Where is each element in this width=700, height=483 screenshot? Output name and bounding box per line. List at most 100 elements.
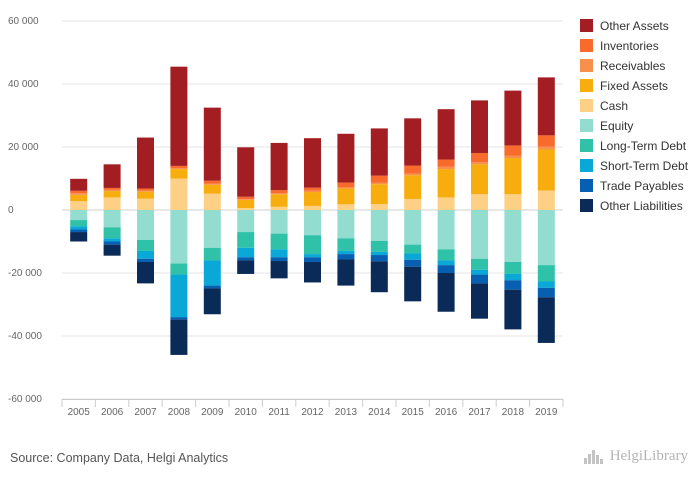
bar-segment-cash: [137, 198, 154, 210]
y-tick-label: 0: [8, 205, 14, 216]
library-logo-icon: [583, 449, 606, 464]
legend-swatch: [580, 199, 593, 212]
bar-segment-short-term-debt: [504, 273, 522, 281]
bar-segment-fixed-assets: [70, 194, 88, 202]
bar-segment-fixed-assets: [537, 149, 555, 191]
bar-segment-other-liabilities: [103, 244, 121, 256]
bar-segment-receivables: [103, 189, 121, 192]
bar-segment-inventories: [70, 190, 88, 194]
bar-segment-receivables: [137, 190, 154, 192]
bar-segment-inventories: [237, 196, 255, 200]
bar-segment-equity: [504, 210, 522, 262]
x-tick-label: 2018: [502, 407, 525, 418]
balance-sheet-chart: -60 000 -40 000 -20 000 0 20 000 40 000 60 000…: [8, 16, 689, 418]
bar-segment-cash: [203, 193, 221, 210]
bar-segment-cash: [437, 197, 455, 210]
bar-segment-equity: [237, 210, 255, 233]
legend-swatch: [580, 159, 593, 172]
bar-segment-inventories: [537, 135, 555, 147]
bar-segment-cash: [471, 194, 488, 210]
x-tick-label: 2016: [435, 407, 458, 418]
bar-segment-cash: [537, 190, 555, 210]
bar-segment-inventories: [471, 152, 488, 163]
bar-segment-long-term-debt: [304, 235, 321, 255]
bar-segment-long-term-debt: [370, 240, 388, 252]
bar-segment-fixed-assets: [337, 188, 355, 205]
bar-segment-other-assets: [137, 137, 154, 189]
bar-segment-receivables: [237, 199, 255, 200]
bar-segment-equity: [537, 210, 555, 266]
x-tick-label: 2011: [268, 407, 290, 418]
bar-segment-cash: [404, 198, 422, 210]
bar-segment-other-assets: [437, 109, 455, 160]
y-tick-label: 20 000: [8, 142, 39, 153]
bar-segment-equity: [270, 210, 288, 234]
bar-segment-short-term-debt: [437, 260, 455, 266]
bar-segment-other-assets: [404, 118, 422, 166]
y-tick-label: -20 000: [8, 268, 42, 279]
bar-segment-short-term-debt: [537, 281, 555, 288]
bar-segment-trade-payables: [103, 241, 121, 245]
bar-segment-short-term-debt: [137, 250, 154, 259]
bar-segment-fixed-assets: [203, 184, 221, 194]
bar-segment-long-term-debt: [203, 247, 221, 261]
y-tick-label: 40 000: [8, 79, 39, 90]
bar-segment-other-assets: [471, 100, 488, 153]
legend-label: Inventories: [600, 39, 659, 53]
bar-segment-inventories: [103, 187, 121, 190]
bar-segment-fixed-assets: [404, 175, 422, 199]
bar-segment-cash: [304, 205, 321, 210]
legend-label: Other Liabilities: [600, 199, 683, 213]
bar-segment-receivables: [504, 155, 522, 159]
bar-segment-inventories: [270, 190, 288, 194]
bar-segment-receivables: [170, 168, 188, 170]
bar-segment-receivables: [203, 183, 221, 185]
bar-segment-long-term-debt: [471, 258, 488, 270]
legend-swatch: [580, 179, 593, 192]
bar-segment-cash: [170, 178, 188, 210]
bar-segment-short-term-debt: [270, 249, 288, 258]
bar-segment-receivables: [304, 190, 321, 193]
bar-segment-long-term-debt: [404, 244, 422, 254]
bar-segment-trade-payables: [270, 257, 288, 262]
bar-segment-long-term-debt: [237, 232, 255, 248]
bar-segment-equity: [437, 210, 455, 250]
legend-swatch: [580, 119, 593, 132]
x-axis: 2005 2006 2007 2008 2009 2010 2011 2012 2013 2014…: [61, 399, 564, 418]
bar-segment-other-liabilities: [471, 283, 488, 319]
y-tick-label: 60 000: [8, 16, 39, 27]
source-note: Source: Company Data, Helgi Analytics: [10, 451, 229, 465]
legend-swatch: [580, 39, 593, 52]
bar-segment-other-assets: [237, 147, 255, 197]
bar-segment-fixed-assets: [304, 192, 321, 206]
bar-segment-trade-payables: [304, 257, 321, 262]
bar-segment-equity: [471, 210, 488, 259]
brand-name: HelgiLibrary: [609, 448, 688, 464]
bar-segment-other-liabilities: [504, 289, 522, 330]
legend: Other Assets Inventories Receivables Fixed …: [580, 19, 689, 213]
bar-segment-long-term-debt: [537, 265, 555, 282]
bar-segment-trade-payables: [203, 285, 221, 289]
bar-segment-equity: [370, 210, 388, 241]
bar-segment-trade-payables: [70, 229, 88, 233]
bar-segment-other-liabilities: [304, 261, 321, 283]
bar-segment-other-assets: [203, 107, 221, 181]
bar-segment-fixed-assets: [504, 158, 522, 195]
bar-segment-trade-payables: [437, 265, 455, 273]
bar-segment-cash: [504, 194, 522, 210]
bar-segment-equity: [103, 210, 121, 228]
bar-segment-other-assets: [304, 138, 321, 188]
bar-segment-receivables: [337, 187, 355, 189]
bar-segment-equity: [337, 210, 355, 239]
bar-segment-fixed-assets: [103, 191, 121, 198]
bar-segment-receivables: [70, 193, 88, 195]
bar-segment-trade-payables: [504, 280, 522, 290]
legend-label: Long-Term Debt: [600, 139, 687, 153]
bar-segment-inventories: [370, 175, 388, 183]
brand-logo: HelgiLibrary: [583, 448, 688, 465]
bar-segment-other-liabilities: [137, 261, 154, 284]
bar-segment-short-term-debt: [370, 251, 388, 256]
bar-segment-cash: [103, 197, 121, 210]
bar-segment-inventories: [137, 188, 154, 191]
bar-segment-receivables: [471, 162, 488, 165]
